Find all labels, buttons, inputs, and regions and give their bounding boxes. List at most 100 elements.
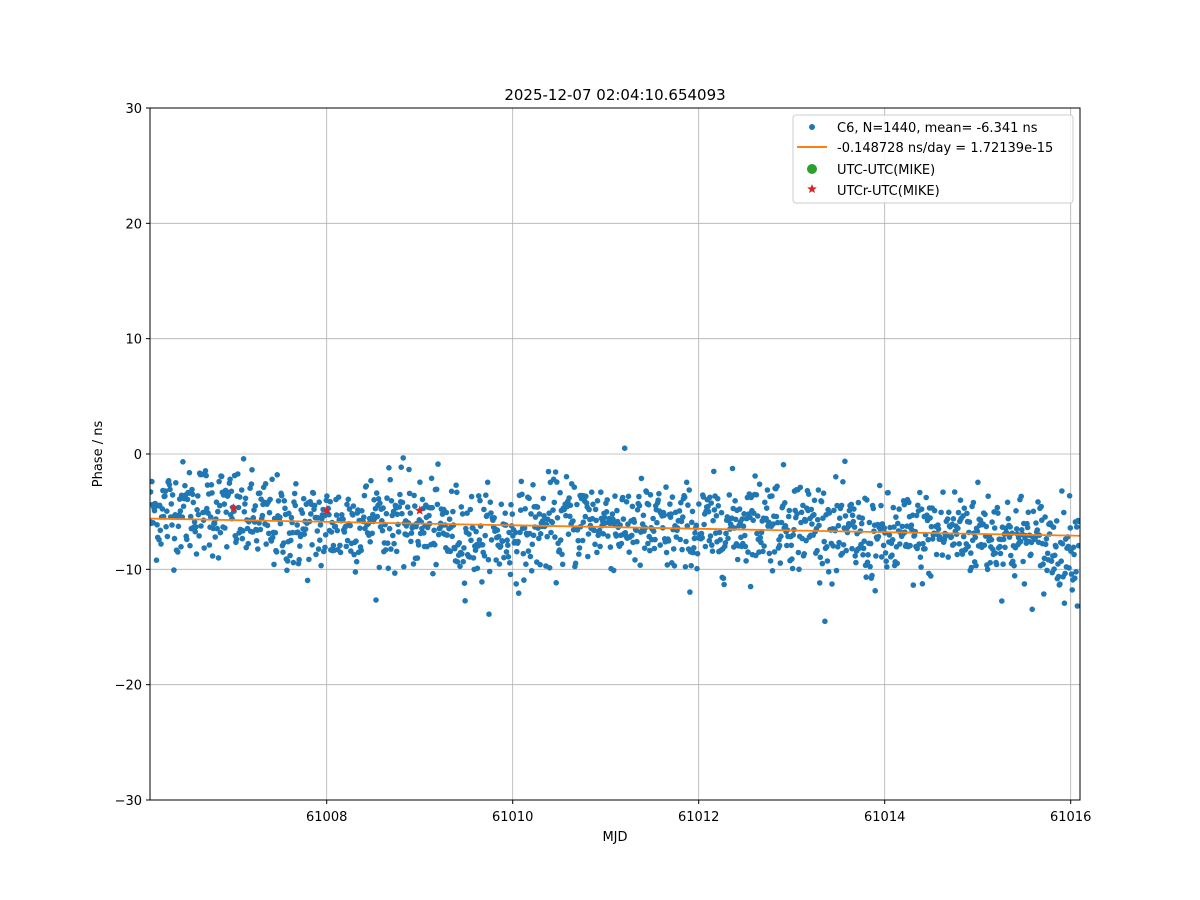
c6-point (636, 502, 643, 509)
c6-point (333, 512, 340, 518)
c6-point (250, 515, 257, 521)
c6-point (337, 542, 343, 549)
c6-point (681, 494, 688, 501)
c6-point (428, 475, 435, 482)
c6-point (223, 509, 229, 515)
c6-point (517, 507, 524, 513)
c6-point (872, 588, 878, 594)
c6-point (848, 501, 855, 508)
legend-label-c6: C6, N=1440, mean= -6.341 ns (837, 121, 1038, 136)
c6-point (1044, 567, 1050, 574)
c6-point (890, 504, 897, 511)
c6-point (894, 560, 900, 567)
c6-point (961, 505, 968, 512)
c6-point (814, 547, 820, 554)
c6-point (864, 497, 870, 503)
c6-point (913, 512, 920, 519)
c6-point (580, 519, 587, 525)
c6-point (408, 530, 415, 536)
c6-point (193, 551, 200, 557)
c6-point (825, 569, 832, 575)
c6-point (160, 513, 167, 520)
c6-point (683, 538, 689, 545)
c6-point (432, 542, 438, 548)
c6-point (571, 484, 578, 491)
c6-point (227, 476, 233, 483)
c6-point (350, 512, 356, 518)
c6-point (483, 492, 489, 499)
c6-point (209, 490, 215, 496)
c6-point (388, 546, 394, 552)
c6-point (725, 535, 731, 542)
c6-point (1033, 520, 1039, 526)
c6-point (1057, 581, 1063, 587)
c6-point (1030, 508, 1037, 515)
c6-point (843, 547, 849, 554)
c6-point (797, 484, 804, 491)
c6-point (532, 514, 539, 520)
c6-point (757, 534, 764, 541)
c6-point (824, 544, 830, 550)
c6-point (359, 508, 365, 514)
c6-point (177, 508, 184, 514)
c6-point (842, 513, 849, 519)
c6-point (157, 527, 164, 534)
c6-point (700, 494, 707, 500)
c6-point (1058, 558, 1064, 564)
c6-point (537, 561, 543, 568)
c6-point (545, 468, 552, 475)
c6-point (551, 499, 558, 506)
c6-point (241, 509, 248, 515)
c6-point (741, 511, 747, 517)
c6-point (859, 515, 866, 521)
c6-point (931, 507, 938, 514)
c6-point (846, 507, 853, 514)
c6-point (294, 522, 301, 528)
c6-point (1042, 541, 1049, 548)
c6-point (889, 552, 895, 558)
c6-point (515, 538, 521, 545)
c6-point (633, 527, 640, 534)
x-tick-label: 61014 (864, 810, 905, 825)
c6-point (380, 505, 386, 511)
c6-point (1044, 550, 1051, 557)
c6-point (605, 533, 611, 539)
c6-point (946, 509, 952, 516)
c6-point (351, 551, 357, 558)
c6-point (218, 473, 225, 480)
c6-point (839, 550, 846, 557)
c6-point (481, 506, 487, 513)
c6-point (238, 487, 245, 493)
c6-point (654, 519, 660, 526)
c6-point (618, 540, 625, 547)
c6-point (613, 533, 620, 539)
c6-point (852, 553, 858, 559)
c6-point (997, 543, 1003, 550)
c6-point (519, 491, 525, 498)
x-tick-label: 61012 (678, 810, 719, 825)
c6-point (609, 511, 616, 517)
c6-point (661, 512, 667, 519)
c6-point (758, 529, 765, 536)
legend-label-utc: UTC-UTC(MIKE) (837, 163, 935, 178)
c6-point (374, 513, 381, 520)
c6-point (836, 539, 842, 546)
c6-point (785, 513, 792, 520)
c6-point (784, 542, 790, 549)
c6-point (404, 504, 411, 510)
grid (150, 107, 1080, 801)
c6-point (239, 535, 246, 542)
c6-point (502, 510, 509, 516)
c6-point (899, 523, 906, 530)
c6-point (984, 566, 991, 573)
c6-point (343, 543, 350, 550)
c6-point (897, 541, 903, 547)
c6-point (790, 532, 796, 538)
y-tick-label: 10 (125, 333, 142, 348)
c6-point (802, 518, 809, 524)
c6-point (855, 499, 862, 506)
c6-point (925, 536, 931, 543)
c6-point (705, 508, 712, 515)
c6-point (386, 525, 393, 532)
c6-point (433, 561, 439, 568)
